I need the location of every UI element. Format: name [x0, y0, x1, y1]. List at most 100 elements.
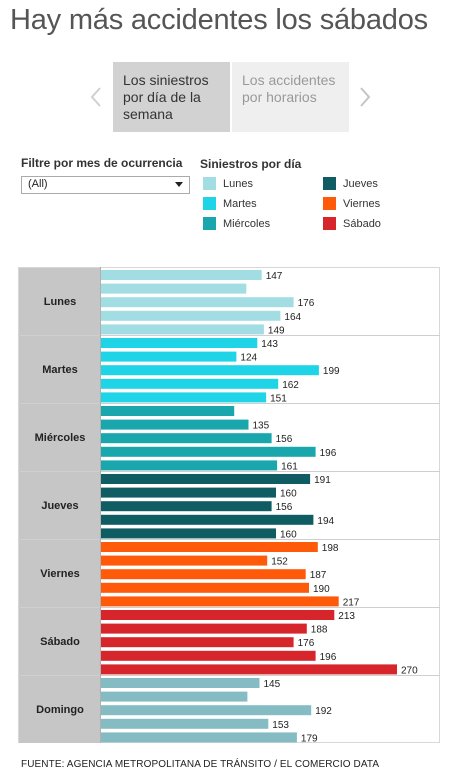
legend-swatch [203, 177, 216, 190]
month-filter-select[interactable]: (All) [21, 176, 190, 194]
legend-item-miercoles[interactable]: Miércoles [203, 217, 270, 231]
bar-5-3 [100, 650, 316, 661]
legend-swatch [203, 217, 216, 230]
bar-label-5-3: 196 [320, 652, 337, 663]
bar-3-3 [100, 514, 314, 525]
bar-1-0 [100, 338, 258, 348]
bar-label-1-4: 151 [270, 393, 287, 404]
bar-6-3 [100, 718, 269, 729]
row-label-cell [19, 608, 100, 675]
bar-label-1-0: 143 [261, 339, 278, 350]
bar-2-0 [100, 406, 235, 416]
row-label-cell [19, 472, 100, 539]
bar-4-1 [100, 555, 268, 566]
bar-label-6-2: 192 [315, 706, 332, 717]
bar-label-1-1: 124 [240, 353, 257, 364]
bar-4-4 [100, 596, 339, 607]
row-label-cell [19, 404, 100, 471]
bar-label-0-0: 147 [266, 271, 283, 282]
legend-item-jueves[interactable]: Jueves [323, 177, 378, 191]
bar-label-2-4: 161 [281, 461, 298, 472]
legend-label: Martes [223, 198, 257, 210]
bar-1-1 [100, 351, 237, 362]
bar-4-3 [100, 582, 309, 593]
bar-label-0-4: 149 [268, 325, 285, 336]
bar-label-6-3: 153 [272, 720, 289, 731]
bar-4-0 [100, 542, 318, 552]
page-title: Hay más accidentes los sábados [10, 4, 428, 36]
bar-chart: Lunes 147 176 164 149 Martes 143 124 199 162 151 Mi… [18, 267, 440, 743]
bar-0-1 [100, 283, 247, 294]
row-label-4: Viernes [40, 568, 80, 580]
bar-label-1-2: 199 [323, 366, 340, 377]
legend-item-viernes[interactable]: Viernes [323, 197, 380, 211]
legend-swatch [323, 177, 336, 190]
legend-label: Sábado [343, 218, 381, 230]
bar-4-2 [100, 569, 306, 580]
bar-label-5-4: 270 [401, 665, 418, 676]
row-label-cell [19, 676, 100, 743]
dropdown-arrow-icon [175, 182, 183, 187]
row-label-cell [19, 268, 100, 335]
bar-5-1 [100, 623, 307, 634]
bar-3-2 [100, 501, 272, 512]
bar-2-4 [100, 460, 278, 471]
legend-item-sabado[interactable]: Sábado [323, 217, 381, 231]
bar-5-2 [100, 637, 294, 648]
bar-label-4-3: 190 [313, 584, 330, 595]
legend-label: Jueves [343, 178, 378, 190]
filter-label: Filtre por mes de ocurrencia [21, 156, 183, 170]
bar-3-4 [100, 528, 276, 539]
bar-0-3 [100, 310, 281, 321]
row-label-cell [19, 540, 100, 607]
bar-1-4 [100, 392, 267, 403]
legend-swatch [203, 197, 216, 210]
bar-0-4 [100, 324, 264, 335]
bar-6-2 [100, 705, 312, 716]
bar-0-0 [100, 270, 262, 280]
bar-label-1-3: 162 [282, 380, 299, 391]
bar-label-0-3: 164 [284, 312, 301, 323]
bar-1-3 [100, 378, 279, 389]
bar-label-2-3: 196 [320, 448, 337, 459]
bar-label-3-3: 194 [317, 516, 334, 527]
source-note: FUENTE: AGENCIA METROPOLITANA DE TRÁNSIT… [21, 759, 380, 770]
bar-label-6-4: 179 [301, 733, 318, 743]
bar-label-5-0: 213 [338, 611, 355, 622]
bar-label-2-1: 135 [253, 421, 270, 432]
chevron-right-icon[interactable] [357, 86, 373, 108]
bar-2-3 [100, 446, 316, 457]
bar-3-1 [100, 487, 276, 498]
bar-label-3-2: 156 [276, 502, 293, 513]
legend-item-lunes[interactable]: Lunes [203, 177, 253, 191]
bar-3-0 [100, 474, 311, 484]
row-label-1: Martes [42, 364, 77, 376]
tab-accidentes-por-horarios[interactable]: Los accidentes por horarios [232, 62, 349, 132]
bar-label-4-4: 217 [343, 597, 360, 608]
bar-2-1 [100, 419, 249, 430]
row-label-cell [19, 336, 100, 403]
bar-label-3-4: 160 [280, 529, 297, 540]
row-label-5: Sábado [40, 636, 80, 648]
row-label-3: Jueves [41, 500, 78, 512]
bar-5-0 [100, 610, 335, 620]
bar-label-3-1: 160 [280, 489, 297, 500]
bar-6-1 [100, 691, 248, 702]
legend-swatch [323, 217, 336, 230]
bar-label-3-0: 191 [314, 475, 331, 486]
tab-siniestros-por-dia[interactable]: Los siniestros por día de la semana [113, 62, 230, 132]
bar-label-0-2: 176 [298, 298, 315, 309]
legend-swatch [323, 197, 336, 210]
legend-label: Lunes [223, 178, 253, 190]
bar-label-5-2: 176 [298, 638, 315, 649]
legend-item-martes[interactable]: Martes [203, 197, 257, 211]
bar-6-4 [100, 732, 297, 743]
legend-title: Siniestros por día [200, 157, 302, 171]
legend-label: Viernes [343, 198, 381, 210]
bar-label-4-2: 187 [310, 570, 327, 581]
row-label-0: Lunes [44, 296, 76, 308]
bar-label-2-2: 156 [276, 434, 293, 445]
chevron-left-icon[interactable] [88, 86, 104, 108]
bar-1-2 [100, 365, 319, 376]
row-label-6: Domingo [36, 704, 84, 716]
